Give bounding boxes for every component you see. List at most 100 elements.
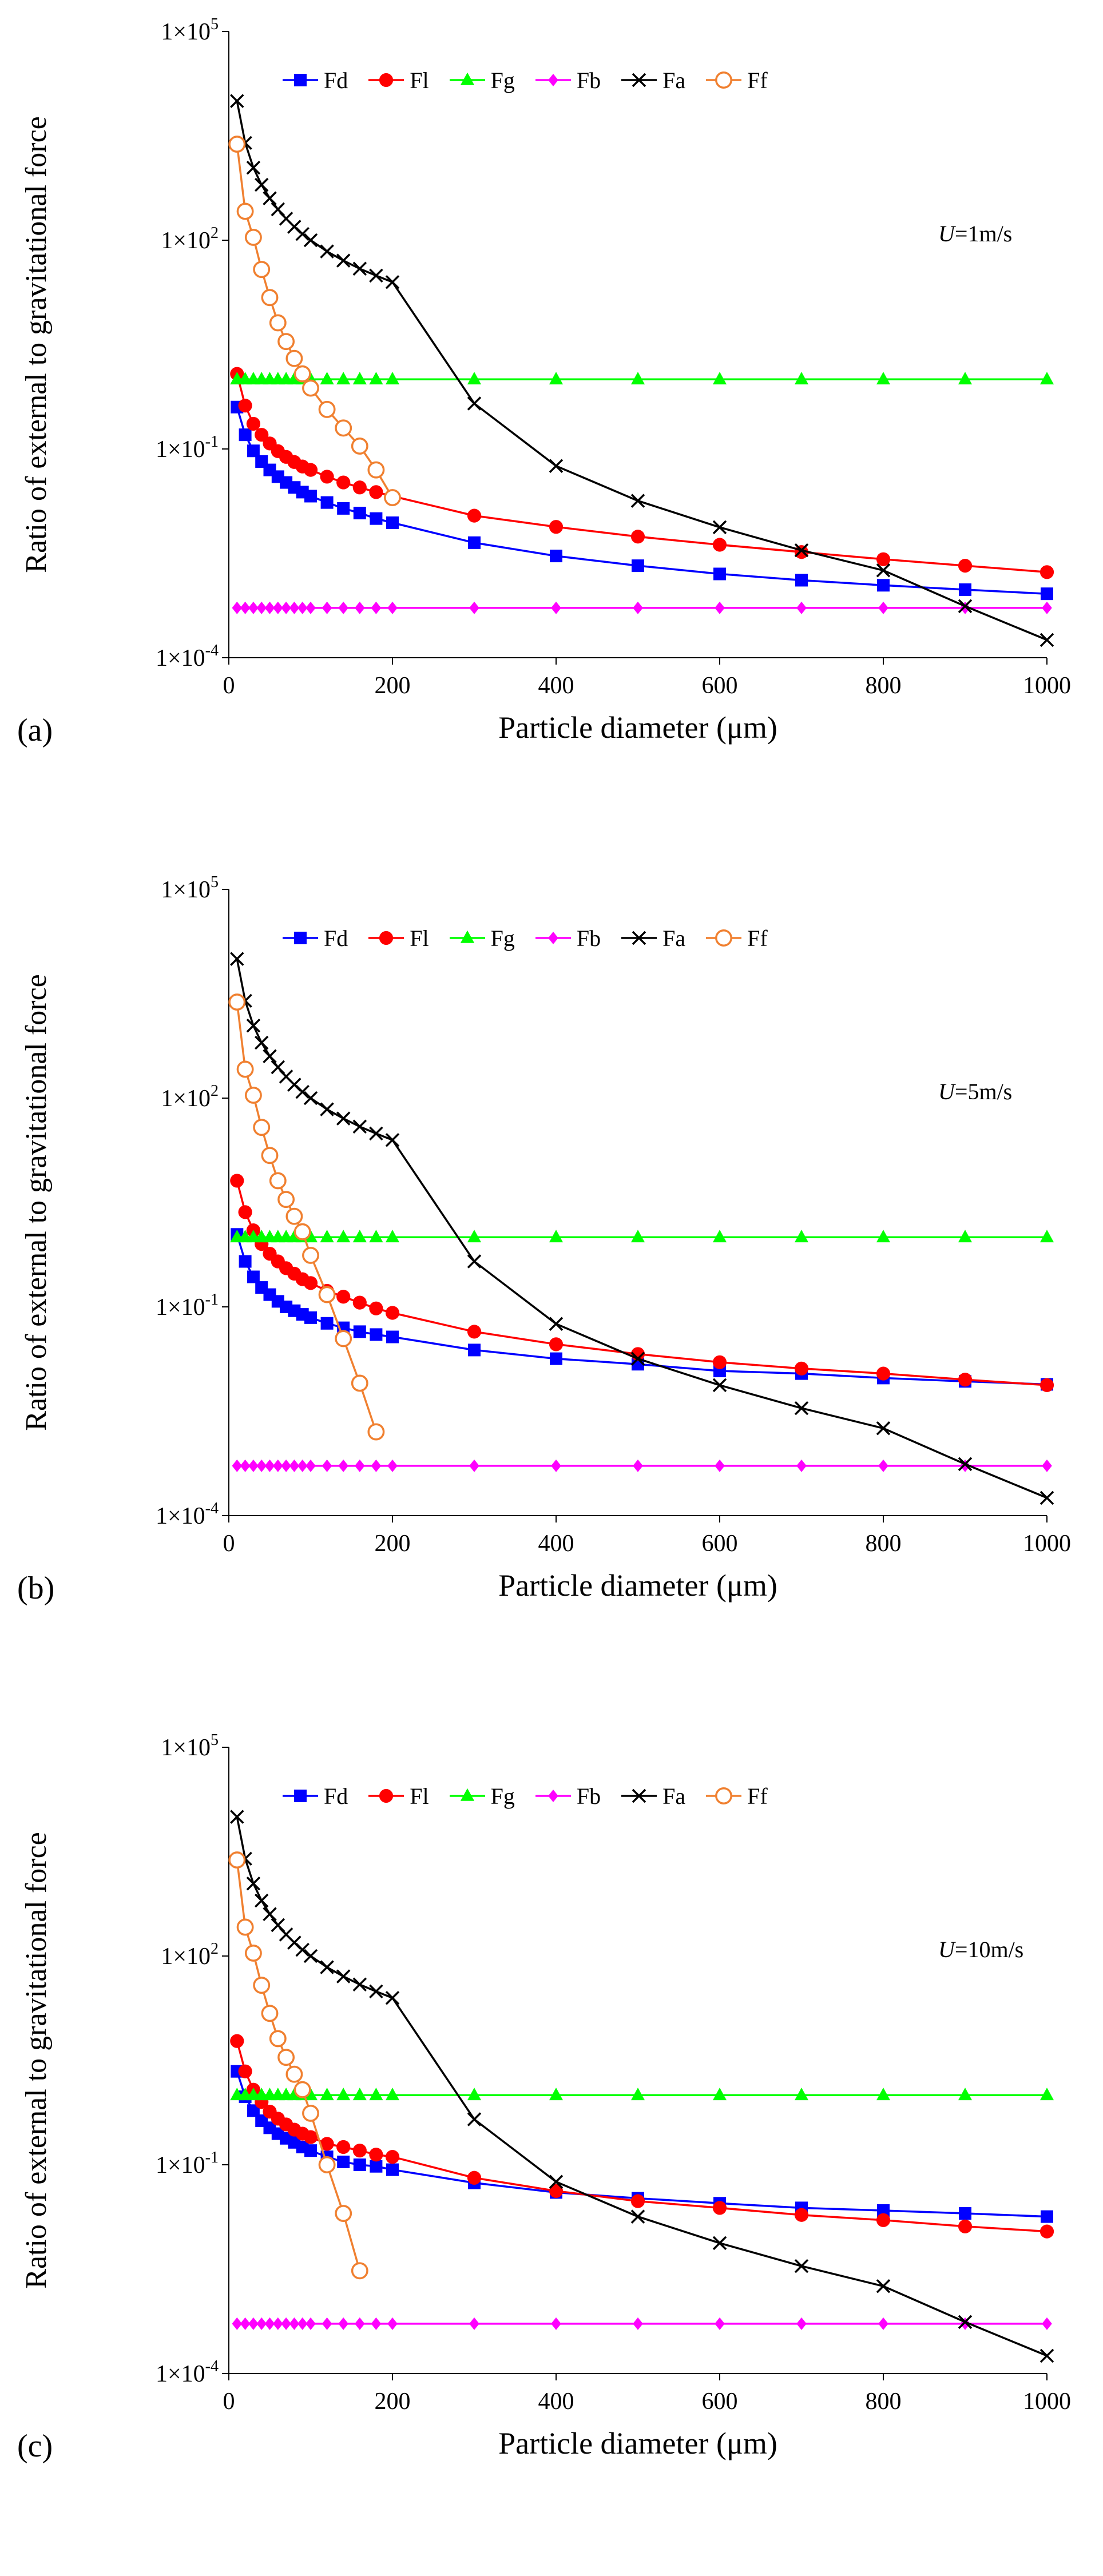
series-fg xyxy=(230,372,1054,385)
legend-label: Fd xyxy=(324,925,348,951)
data-point-ff xyxy=(285,1207,303,1225)
data-point-fg xyxy=(630,2088,645,2101)
data-point-fl xyxy=(230,2034,244,2048)
data-point-fd xyxy=(370,2160,383,2173)
legend-label: Fa xyxy=(662,925,686,951)
data-point-fb xyxy=(248,601,259,614)
data-point-fa xyxy=(230,94,244,108)
data-point-fd xyxy=(370,1328,383,1341)
data-point-fg xyxy=(1039,2088,1054,2101)
data-point-fb xyxy=(387,601,398,614)
legend-swatch xyxy=(449,1788,485,1801)
data-point-fd xyxy=(550,550,562,563)
data-point-fl xyxy=(352,2144,367,2158)
legend-swatch xyxy=(368,931,404,945)
data-point-fb xyxy=(1042,2317,1052,2330)
data-point-ff xyxy=(261,1147,279,1164)
data-point-fa xyxy=(263,1049,277,1063)
data-point-ff xyxy=(285,2065,303,2083)
data-point-fa xyxy=(712,520,727,535)
data-point-fl xyxy=(794,1361,809,1376)
data-point-ff xyxy=(293,365,311,383)
data-point-fa xyxy=(467,1254,482,1269)
legend-marker-ff xyxy=(715,71,733,89)
data-point-fa xyxy=(295,226,310,241)
legend-item-ff: Ff xyxy=(704,1783,768,1810)
data-point-fg xyxy=(794,2088,809,2101)
data-point-fa xyxy=(336,1111,351,1126)
data-point-fb xyxy=(297,2317,308,2330)
data-point-ff xyxy=(302,379,319,397)
y-tick-label: 1×10-4 xyxy=(156,642,219,671)
data-point-fd xyxy=(386,2163,399,2176)
data-point-ff xyxy=(261,2005,279,2022)
data-point-fb xyxy=(240,2317,251,2330)
chart-svg: 0 200 400 600 800 1000 1×10-4 1×10-1 1×102 1×105 R… xyxy=(20,873,1071,1603)
legend-marker-fg xyxy=(460,930,474,943)
legend-item-ff: Ff xyxy=(704,67,768,94)
data-point-fa xyxy=(336,1969,351,1983)
x-tick-label: 200 xyxy=(375,1531,411,1557)
x-tick-label: 600 xyxy=(702,1531,738,1557)
data-point-fg xyxy=(369,1230,383,1243)
data-point-ff xyxy=(302,1246,319,1264)
data-point-ff xyxy=(261,289,279,307)
data-point-fa xyxy=(467,2112,482,2126)
data-point-fa xyxy=(630,1351,645,1366)
data-point-fa xyxy=(1039,2348,1054,2363)
data-point-fb xyxy=(322,1459,332,1472)
data-point-ff xyxy=(228,1851,246,1869)
data-point-fa xyxy=(230,952,244,966)
data-point-fl xyxy=(549,1337,564,1351)
data-point-fb xyxy=(551,601,561,614)
data-point-fl xyxy=(336,475,351,490)
series-fg xyxy=(230,1230,1054,1243)
data-point-fb xyxy=(796,2317,807,2330)
data-point-fa xyxy=(794,1401,809,1416)
data-point-fb xyxy=(1042,601,1052,614)
data-point-fg xyxy=(369,372,383,385)
data-point-fa xyxy=(352,1977,367,1991)
velocity-symbol: U xyxy=(938,1079,955,1104)
legend-label: Fl xyxy=(410,67,429,93)
legend-marker-fd xyxy=(294,1790,307,1802)
data-point-fd xyxy=(353,1325,366,1338)
data-point-fb xyxy=(715,2317,725,2330)
chart-panel-1: 0 200 400 600 800 1000 1×10-4 1×10-1 1×102 1×105 R… xyxy=(0,0,1103,858)
data-point-ff xyxy=(302,2104,319,2122)
data-point-fb xyxy=(469,601,479,614)
legend-swatch xyxy=(706,1787,742,1804)
data-point-ff xyxy=(285,349,303,367)
y-tick-label: 1×10-1 xyxy=(156,433,219,463)
data-point-fd xyxy=(386,1330,399,1343)
data-point-fb xyxy=(305,601,316,614)
data-point-fa xyxy=(1039,633,1054,647)
x-tick-label: 1000 xyxy=(1023,673,1071,699)
legend-marker-fa xyxy=(632,931,646,945)
data-point-fg xyxy=(712,2088,727,2101)
data-point-fd xyxy=(1041,2210,1053,2223)
series-fa xyxy=(230,952,1054,1505)
y-tick-label: 1×10-1 xyxy=(156,2149,219,2179)
data-point-fa xyxy=(958,2315,973,2329)
data-point-fl xyxy=(369,485,383,499)
velocity-annotation: U=5m/s xyxy=(938,1078,1012,1105)
x-tick-label: 400 xyxy=(538,673,574,699)
data-point-fl xyxy=(336,1290,351,1304)
data-point-fa xyxy=(385,275,400,289)
panel-label: (b) xyxy=(17,1571,55,1606)
y-axis-label: Ratio of external to gravitational force xyxy=(20,1832,53,2288)
data-point-fl xyxy=(303,1276,318,1290)
data-point-fa xyxy=(254,1893,269,1908)
data-point-fb xyxy=(232,2317,243,2330)
data-point-fb xyxy=(469,2317,479,2330)
legend-label: Fa xyxy=(662,67,686,93)
data-point-fg xyxy=(876,2088,891,2101)
data-point-fg xyxy=(303,2088,318,2101)
data-point-fa xyxy=(794,2259,809,2273)
data-point-fa xyxy=(712,1378,727,1393)
data-point-ff xyxy=(244,1945,262,1962)
data-point-fa xyxy=(549,1317,564,1331)
data-point-fb xyxy=(281,2317,291,2330)
data-point-ff xyxy=(335,2205,352,2222)
